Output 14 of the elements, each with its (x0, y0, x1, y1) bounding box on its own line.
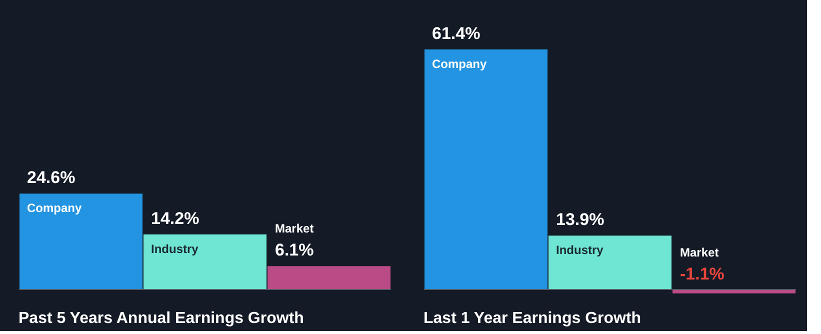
x-tick-label: Company (432, 56, 487, 71)
x-tick-label: Industry (556, 243, 604, 258)
x-tick-label: Industry (151, 242, 199, 256)
text: Last 1 Year Earnings Growth (424, 310, 642, 327)
x-tick-label: Company (27, 201, 82, 216)
data-label: 14.2% (151, 208, 200, 228)
text: Past 5 Years Annual Earnings Growth (18, 310, 304, 327)
x-tick-label: Market (275, 222, 314, 236)
data-label: 61.4% (432, 24, 480, 43)
data-label: 24.6% (27, 168, 76, 188)
data-label: -1.1% (680, 264, 724, 284)
data-label: 13.9% (556, 210, 604, 230)
x-tick-label: Market (680, 246, 719, 260)
data-label: 6.1% (275, 240, 314, 260)
